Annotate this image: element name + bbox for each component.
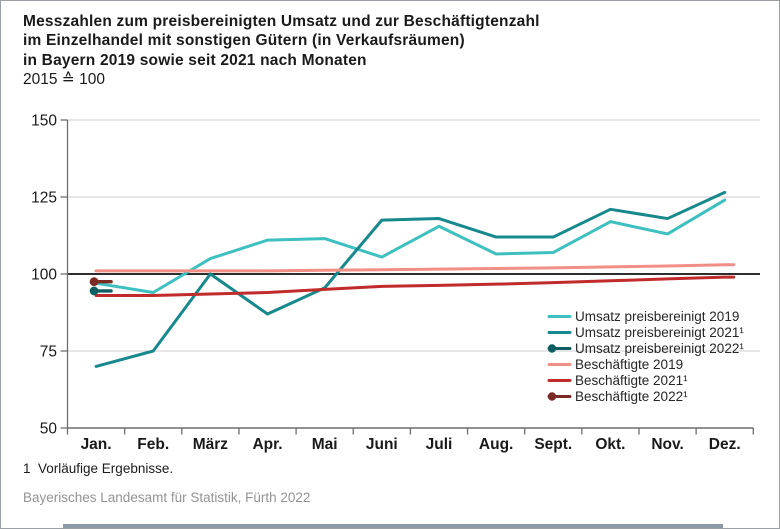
bottom-strip (63, 524, 723, 528)
x-tick-label-10: Okt. (595, 436, 625, 453)
series-line-umsatz-preisbereinigt-2021 (94, 190, 727, 368)
y-tick-label-75: 75 (40, 344, 57, 361)
legend-marker-beschaeftigte-2022 (547, 392, 557, 401)
x-tick-label-5: Mai (312, 436, 338, 453)
x-tick-label-1: Jan. (81, 436, 112, 453)
legend-label-beschaeftigte-2019: Beschäftigte 2019 (575, 357, 683, 372)
y-tick-label-50: 50 (40, 421, 58, 438)
legend-item-umsatz-preisbereinigt-2019: Umsatz preisbereinigt 2019 (547, 309, 739, 324)
series-marker-beschaeftigte-2022 (89, 277, 99, 287)
legend-marker-umsatz-preisbereinigt-2022 (547, 344, 557, 353)
footnote: 1 Vorläufige Ergebnisse. (23, 461, 174, 476)
x-tick-label-9: Sept. (534, 436, 572, 453)
chart-title-line-3: in Bayern 2019 sowie seit 2021 nach Mona… (23, 51, 367, 69)
legend-label-umsatz-preisbereinigt-2019: Umsatz preisbereinigt 2019 (575, 309, 739, 324)
legend-item-umsatz-preisbereinigt-2021: Umsatz preisbereinigt 2021¹ (547, 325, 744, 340)
x-tick-label-3: März (193, 436, 229, 453)
legend-label-umsatz-preisbereinigt-2021: Umsatz preisbereinigt 2021¹ (575, 325, 744, 340)
x-tick-label-6: Juni (366, 436, 398, 453)
chart-title-line-1: Messzahlen zum preisbereinigten Umsatz u… (23, 13, 540, 30)
x-tick-label-7: Juli (426, 436, 453, 453)
chart-subtitle: 2015 ≙ 100 (23, 70, 105, 88)
legend-label-beschaeftigte-2021: Beschäftigte 2021¹ (575, 373, 688, 388)
y-tick-label-100: 100 (31, 267, 57, 284)
legend-item-beschaeftigte-2019: Beschäftigte 2019 (547, 357, 683, 372)
title-block: Messzahlen zum preisbereinigten Umsatz u… (23, 12, 540, 89)
series-line-beschaeftigte-2019 (94, 263, 736, 273)
chart-title-line-2: im Einzelhandel mit sonstigen Gütern (in… (23, 32, 465, 50)
y-tick-label-125: 125 (31, 190, 57, 207)
y-tick-label-150: 150 (31, 113, 57, 130)
legend-item-beschaeftigte-2022: Beschäftigte 2022¹ (547, 389, 688, 404)
x-tick-label-11: Nov. (651, 436, 683, 453)
source-credit: Bayerisches Landesamt für Statistik, Für… (23, 490, 311, 505)
x-tick-label-12: Dez. (709, 436, 741, 453)
x-tick-label-8: Aug. (479, 436, 513, 453)
legend-item-umsatz-preisbereinigt-2022: Umsatz preisbereinigt 2022¹ (547, 341, 744, 356)
series-line-beschaeftigte-2021 (94, 275, 736, 298)
series-marker-umsatz-preisbereinigt-2022 (89, 286, 99, 296)
x-tick-label-2: Feb. (137, 436, 169, 453)
x-tick-label-4: Apr. (252, 436, 282, 453)
legend-label-beschaeftigte-2022: Beschäftigte 2022¹ (575, 389, 688, 404)
legend-item-beschaeftigte-2021: Beschäftigte 2021¹ (547, 373, 688, 388)
legend-label-umsatz-preisbereinigt-2022: Umsatz preisbereinigt 2022¹ (575, 341, 744, 356)
series-line-umsatz-preisbereinigt-2019 (94, 198, 727, 294)
